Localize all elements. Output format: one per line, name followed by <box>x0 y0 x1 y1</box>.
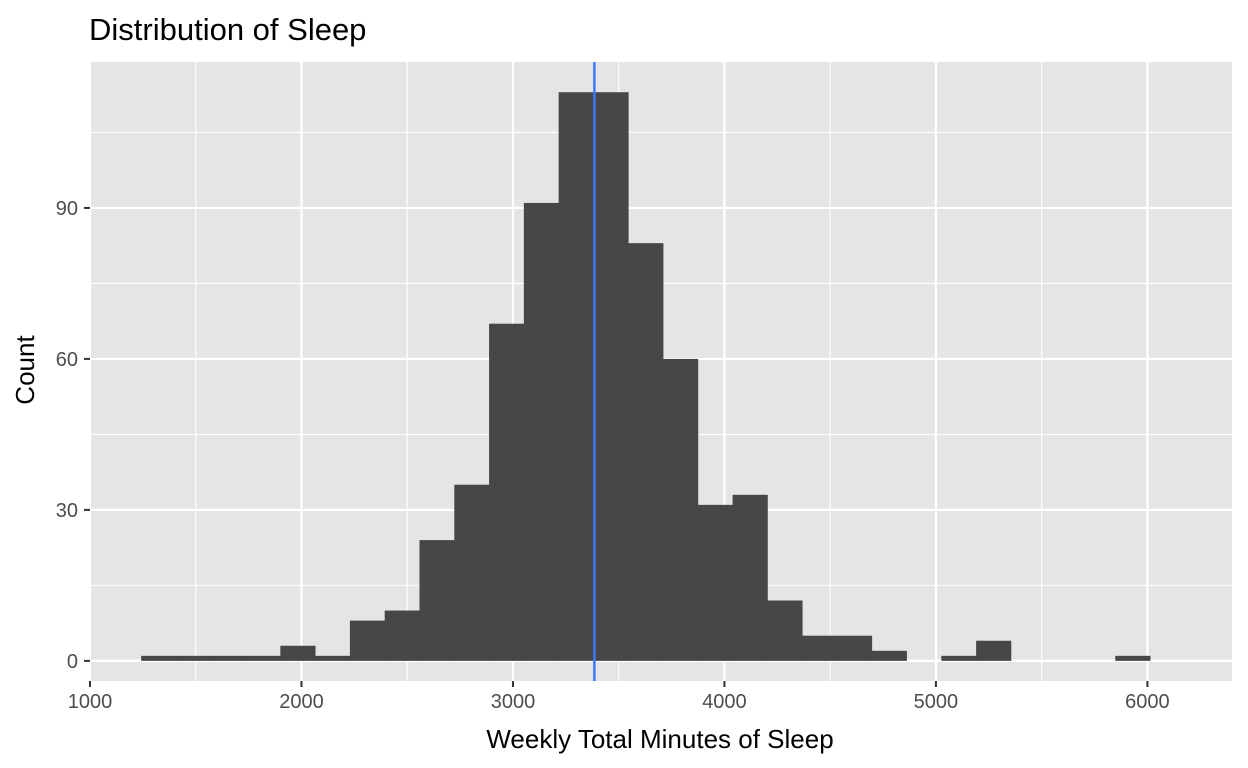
histogram-bar <box>245 655 281 661</box>
y-tick-label: 60 <box>56 349 78 371</box>
histogram-bar <box>628 243 664 661</box>
x-tick-label: 2000 <box>279 691 324 713</box>
y-axis-title: Count <box>10 335 40 405</box>
histogram-bar <box>141 655 177 661</box>
x-tick-label: 1000 <box>68 691 113 713</box>
y-tick-label: 0 <box>67 651 78 673</box>
histogram-bar <box>454 484 490 661</box>
histogram-bar <box>419 540 455 661</box>
histogram-bar <box>767 600 803 661</box>
histogram-bar <box>280 645 316 661</box>
histogram-bar <box>732 494 768 661</box>
x-axis-ticks: 1000 2000 3000 4000 5000 6000 <box>68 681 1170 713</box>
histogram-bar <box>836 635 873 661</box>
histogram-bar <box>349 620 386 661</box>
histogram-bar <box>315 655 351 661</box>
histogram-bar <box>489 323 525 661</box>
x-tick-label: 5000 <box>914 691 959 713</box>
histogram-bar <box>1115 655 1151 661</box>
histogram-bar <box>523 202 560 661</box>
histogram-bar <box>175 655 212 661</box>
x-axis-title: Weekly Total Minutes of Sleep <box>486 724 833 754</box>
histogram-bar <box>941 655 977 661</box>
histogram-bar <box>697 504 733 661</box>
histogram-bar <box>871 650 907 661</box>
histogram-bars <box>141 92 1151 661</box>
histogram-bar <box>210 655 246 661</box>
x-tick-label: 3000 <box>491 691 536 713</box>
x-tick-label: 4000 <box>702 691 747 713</box>
histogram-bar <box>663 358 699 661</box>
x-tick-label: 6000 <box>1125 691 1170 713</box>
histogram-bar <box>384 610 420 661</box>
y-tick-label: 90 <box>56 198 78 220</box>
y-axis-ticks: 0 30 60 90 <box>56 198 90 673</box>
histogram-bar <box>976 640 1012 661</box>
histogram-bar <box>802 635 838 661</box>
y-tick-label: 30 <box>56 500 78 522</box>
chart-title: Distribution of Sleep <box>89 12 366 47</box>
histogram-bar <box>558 92 594 661</box>
histogram-bar <box>593 92 629 661</box>
